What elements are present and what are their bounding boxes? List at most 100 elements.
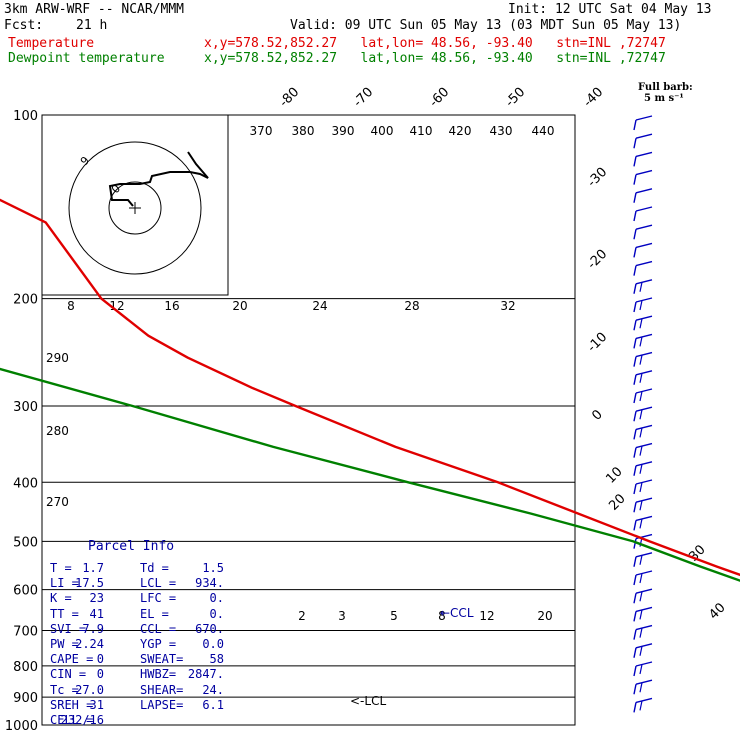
wind-barb-shaft [635, 115, 653, 121]
wind-barb-shaft [635, 697, 653, 704]
wind-barb [633, 697, 653, 713]
parcel-cell: LFC = [140, 591, 177, 606]
parcel-cell: Tc = [50, 682, 79, 697]
theta-label: 420 [449, 124, 472, 138]
wind-barb-flag [633, 483, 637, 495]
wind-barb-flag [639, 646, 643, 656]
wind-barb-shaft [635, 424, 653, 431]
wind-barb [633, 442, 653, 458]
isotherm-label: -30 [585, 165, 611, 191]
parcel-cell: 1.5 [202, 561, 224, 575]
parcel-cell: 2847. [187, 667, 224, 682]
wind-barb [633, 515, 653, 531]
isotherm-label: 20 [606, 491, 628, 513]
wind-barb-flag [633, 520, 637, 531]
wind-barb [633, 661, 653, 677]
parcel-cell: SVI = [50, 621, 87, 636]
wind-barb-shaft [635, 370, 653, 376]
wind-barb-shaft [635, 479, 653, 485]
hodograph-speed-label: 16 [164, 299, 179, 313]
wind-barb [633, 206, 653, 222]
wind-barb [633, 279, 653, 294]
parcel-cell: 7.9 [82, 621, 104, 636]
wind-barb [633, 606, 653, 622]
wind-barb-flag [633, 465, 637, 476]
wind-barb [633, 315, 653, 331]
wind-barb-flag [633, 356, 637, 367]
dewpoint-station-info: x,y=578.52,852.27 lat,lon= 48.56, -93.40… [204, 51, 666, 66]
isotherm-label: 40 [706, 600, 728, 622]
wind-barb [633, 424, 653, 440]
wind-barb-flag [633, 684, 637, 695]
wind-barb-flag [639, 282, 643, 292]
wind-barb [633, 169, 653, 185]
wind-barb-shaft [635, 679, 653, 685]
wind-barb [633, 224, 653, 240]
hodograph-inner-ring [108, 181, 162, 235]
mixing-ratio-label: 8 [438, 609, 446, 623]
wind-barb-flag [639, 318, 643, 329]
pressure-tick-label: 800 [13, 660, 38, 675]
wind-barb-shaft [635, 624, 653, 631]
parcel-cell: 31 [89, 697, 104, 712]
isotherm-label: -80 [277, 85, 303, 111]
theta-label: 430 [490, 124, 513, 138]
parcel-cell: LAPSE= [140, 697, 184, 712]
parcel-cell: 0. [209, 591, 224, 606]
parcel-cell: 934. [195, 576, 224, 591]
wind-barb [633, 552, 653, 567]
wind-barb-flag [633, 210, 637, 222]
mixing-ratio-label: 12 [479, 609, 494, 623]
wind-barb-flag [633, 392, 637, 404]
wind-barb [633, 588, 653, 604]
isotherm-label: 10 [603, 464, 625, 486]
wind-barb-flag [633, 374, 637, 385]
wind-barb-shaft [635, 169, 653, 176]
temperature-legend: Temperature [8, 36, 95, 51]
parcel-cell: CAPE = [50, 652, 94, 667]
theta-label: 370 [250, 124, 273, 138]
pressure-tick-label: 1000 [5, 719, 38, 734]
wind-barb-flag [639, 482, 643, 493]
parcel-cell: YGP = [140, 637, 177, 651]
wind-barb [633, 115, 653, 131]
parcel-cell: 1.7 [82, 561, 104, 575]
wind-barb-flag [633, 338, 637, 349]
init-time: Init: 12 UTC Sat 04 May 13 [508, 2, 712, 17]
hodograph-speed-label: 8 [67, 299, 75, 313]
wind-barb-flag [639, 391, 643, 402]
wind-barb-flag [633, 156, 637, 167]
wind-barb-flag [633, 629, 637, 640]
wind-barb-flag [639, 627, 643, 638]
parcel-cell: 27.0 [75, 682, 104, 697]
wind-barb-flag [639, 591, 643, 602]
wind-barb-flag [639, 700, 643, 711]
forecast-hour: 21 h [76, 18, 108, 33]
mixing-ratio-label: 32 [500, 299, 515, 313]
wind-barb-flag [633, 119, 637, 131]
parcel-cell: 6.1 [202, 697, 224, 712]
wind-barb [633, 643, 653, 658]
wind-barb-flag [633, 411, 637, 422]
pressure-tick-label: 400 [13, 476, 38, 491]
wind-barb-flag [639, 464, 643, 474]
parcel-cell: 0 [96, 652, 104, 667]
forecast-label: Fcst: [4, 18, 44, 33]
wind-barb-flag [639, 609, 643, 620]
pressure-tick-label: 100 [13, 109, 38, 124]
parcel-cell: LI = [50, 576, 79, 591]
wind-barb-flag [639, 555, 643, 565]
wind-barb-shaft [635, 242, 653, 249]
wind-barb [633, 679, 653, 695]
parcel-cell: SREH = [50, 697, 94, 712]
dewpoint-profile [0, 367, 740, 582]
barb-legend-line1: Full barb: [638, 82, 693, 93]
parcel-info-title: Parcel Info [88, 539, 175, 554]
wind-barb-flag [639, 682, 643, 693]
hodograph: 90 [41, 114, 229, 296]
wind-barb-shaft [635, 515, 653, 522]
wind-barb-shaft [635, 188, 653, 194]
wind-barb-shaft [635, 552, 653, 558]
parcel-cell: K = [50, 591, 72, 606]
wind-barb-flag [639, 573, 643, 584]
